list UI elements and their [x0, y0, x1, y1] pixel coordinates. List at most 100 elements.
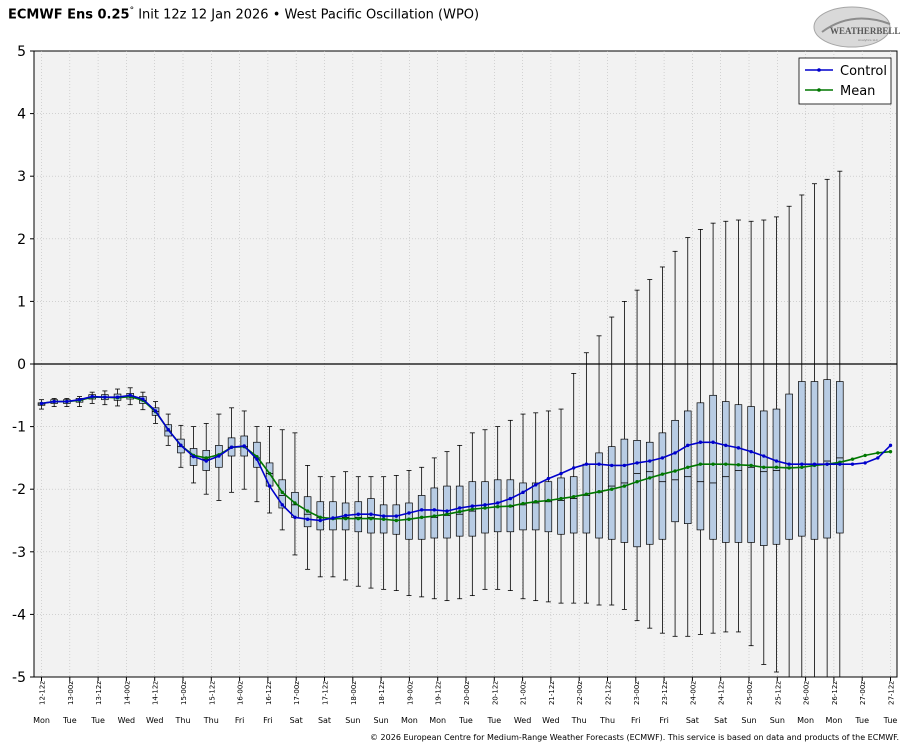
x-tick-label: 13-12z	[95, 681, 103, 705]
series-point-mean	[483, 506, 487, 510]
x-tick-label: 22-12z	[605, 681, 613, 705]
series-point-mean	[267, 471, 272, 476]
series-point-control	[318, 518, 322, 523]
legend-box	[798, 57, 892, 105]
logo-subtext: Analytics LLC	[858, 38, 878, 42]
series-point-control	[863, 461, 867, 465]
model-name: ECMWF Ens 0.25	[8, 7, 130, 23]
series-point-control	[217, 454, 221, 458]
boxplot	[430, 457, 439, 600]
logo-swoosh	[821, 17, 891, 33]
series-point-control	[635, 461, 639, 465]
x-tick-label: 26-00z	[803, 681, 811, 705]
box-iqr	[519, 482, 527, 531]
legend: Control Mean	[798, 57, 892, 105]
boxplot	[405, 470, 413, 597]
series-point-mean	[584, 492, 589, 496]
box-iqr	[696, 402, 705, 531]
series-point-mean	[445, 512, 449, 516]
logo-globe	[813, 6, 891, 48]
boxplot	[607, 316, 616, 606]
x-day-label: Thu	[599, 716, 615, 725]
x-tick-label: 26-12z	[831, 681, 839, 705]
series-point-control	[800, 462, 804, 466]
box-iqr	[836, 381, 844, 534]
box-iqr	[645, 441, 654, 545]
x-tick-label: 23-00z	[633, 681, 641, 705]
series-point-mean	[318, 515, 322, 520]
boxplot	[531, 412, 540, 602]
box-iqr	[760, 410, 768, 546]
series-point-control	[762, 454, 766, 458]
y-tick-label: 0	[17, 357, 26, 373]
box-iqr	[354, 501, 363, 533]
boxplot	[696, 229, 705, 635]
series-point-control	[280, 503, 284, 507]
series-point-control	[876, 456, 880, 460]
series-point-control	[825, 462, 829, 466]
y-tick-label: 2	[17, 232, 26, 248]
series-point-mean	[495, 505, 500, 509]
x-day-label: Tue	[62, 716, 77, 725]
series-point-control	[749, 449, 753, 454]
box-iqr	[569, 476, 578, 534]
box-iqr	[544, 481, 553, 533]
series-point-mean	[394, 518, 399, 523]
series-point-control	[229, 445, 234, 449]
series-point-mean	[559, 496, 563, 501]
series-line-control	[41, 394, 892, 522]
series-point-control	[584, 462, 589, 466]
series-point-mean	[470, 507, 475, 511]
series-point-mean	[648, 476, 652, 480]
x-tick-label: 17-12z	[322, 681, 330, 705]
y-tick-label: -5	[12, 670, 26, 686]
x-tick-label: 24-12z	[718, 681, 726, 705]
series-point-control	[77, 397, 82, 402]
box-iqr	[557, 477, 565, 535]
series-point-control	[660, 456, 665, 460]
box-iqr	[722, 401, 730, 543]
legend-marker-mean	[817, 88, 821, 92]
x-day-label: Tue	[486, 716, 501, 725]
series-point-control	[812, 462, 817, 466]
series-point-control	[572, 466, 576, 470]
series-point-mean	[698, 462, 703, 466]
series-point-control	[407, 511, 411, 515]
x-tick-label: 12-12z	[39, 681, 47, 705]
x-tick-label: 25-00z	[746, 681, 754, 705]
series-point-control	[153, 409, 158, 413]
boxplot	[709, 222, 717, 634]
series-point-control	[331, 516, 335, 520]
series-point-mean	[293, 501, 297, 505]
init-time: Init 12z 12 Jan 2026	[138, 7, 269, 23]
series-point-mean	[508, 504, 513, 508]
series-point-mean	[622, 484, 627, 488]
x-tick-label: 16-00z	[237, 681, 245, 705]
series-point-control	[483, 503, 487, 507]
x-day-label: Tue	[883, 716, 898, 725]
y-tick-label: -4	[12, 607, 26, 623]
boxplot	[823, 178, 831, 678]
box-iqr	[709, 394, 717, 540]
x-tick-label: 21-00z	[520, 681, 528, 705]
x-day-label: Wed	[542, 716, 559, 725]
series-point-mean	[597, 490, 601, 494]
series-point-control	[305, 517, 310, 521]
x-tick-label: 15-00z	[180, 681, 188, 705]
series-point-control	[622, 463, 627, 468]
x-day-label: Sat	[290, 716, 303, 725]
series-point-control	[445, 509, 449, 513]
boxplot	[722, 220, 730, 633]
boxplot	[810, 183, 819, 678]
boxplot	[569, 372, 578, 604]
series-point-mean	[533, 500, 538, 504]
series-point-mean	[863, 453, 867, 458]
series-point-control	[470, 504, 475, 508]
x-tick-label: 18-12z	[378, 681, 386, 705]
series-point-control	[508, 496, 513, 501]
series-point-mean	[369, 516, 373, 521]
x-day-label: Sat	[686, 716, 699, 725]
series-point-control	[495, 501, 500, 505]
footer-credit: © 2026 European Centre for Medium-Range …	[370, 733, 899, 742]
series-point-mean	[356, 516, 360, 521]
